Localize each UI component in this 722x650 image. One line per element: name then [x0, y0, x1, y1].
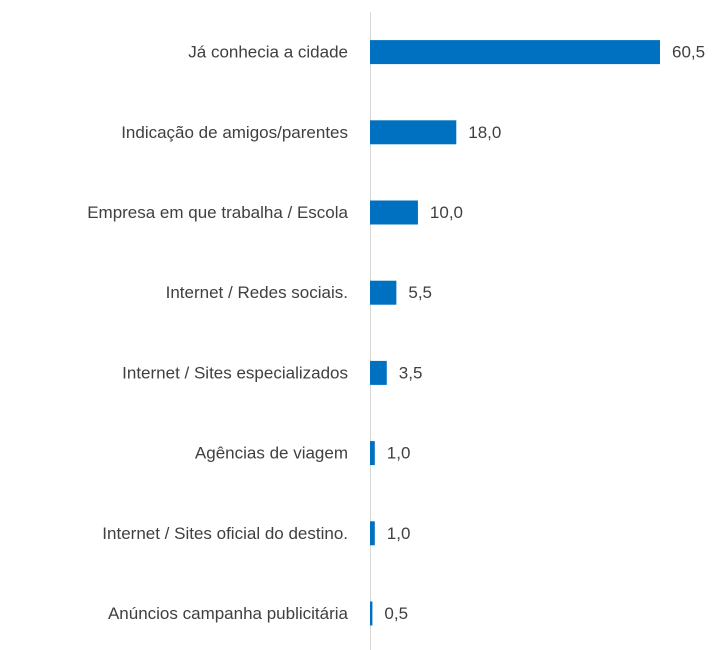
bar	[370, 521, 375, 546]
data-label: 10,0	[430, 203, 463, 222]
data-label: 3,5	[399, 363, 423, 382]
bar	[370, 441, 375, 466]
data-label: 1,0	[387, 524, 411, 543]
category-label: Indicação de amigos/parentes	[121, 123, 348, 142]
data-label: 60,5	[672, 43, 705, 62]
bar	[370, 601, 373, 626]
category-label: Internet / Sites especializados	[122, 363, 348, 382]
data-label: 5,5	[408, 283, 432, 302]
bar	[370, 200, 418, 225]
category-label: Internet / Redes sociais.	[166, 283, 348, 302]
bar	[370, 120, 457, 145]
category-label: Internet / Sites oficial do destino.	[102, 524, 348, 543]
category-label: Já conhecia a cidade	[188, 43, 348, 62]
bar	[370, 360, 387, 385]
category-label: Agências de viagem	[195, 444, 348, 463]
bar	[370, 280, 397, 305]
data-label: 18,0	[468, 123, 501, 142]
category-label: Anúncios campanha publicitária	[108, 604, 349, 623]
data-label: 1,0	[387, 444, 411, 463]
data-label: 0,5	[384, 604, 408, 623]
category-label: Empresa em que trabalha / Escola	[87, 203, 348, 222]
bar	[370, 40, 660, 65]
